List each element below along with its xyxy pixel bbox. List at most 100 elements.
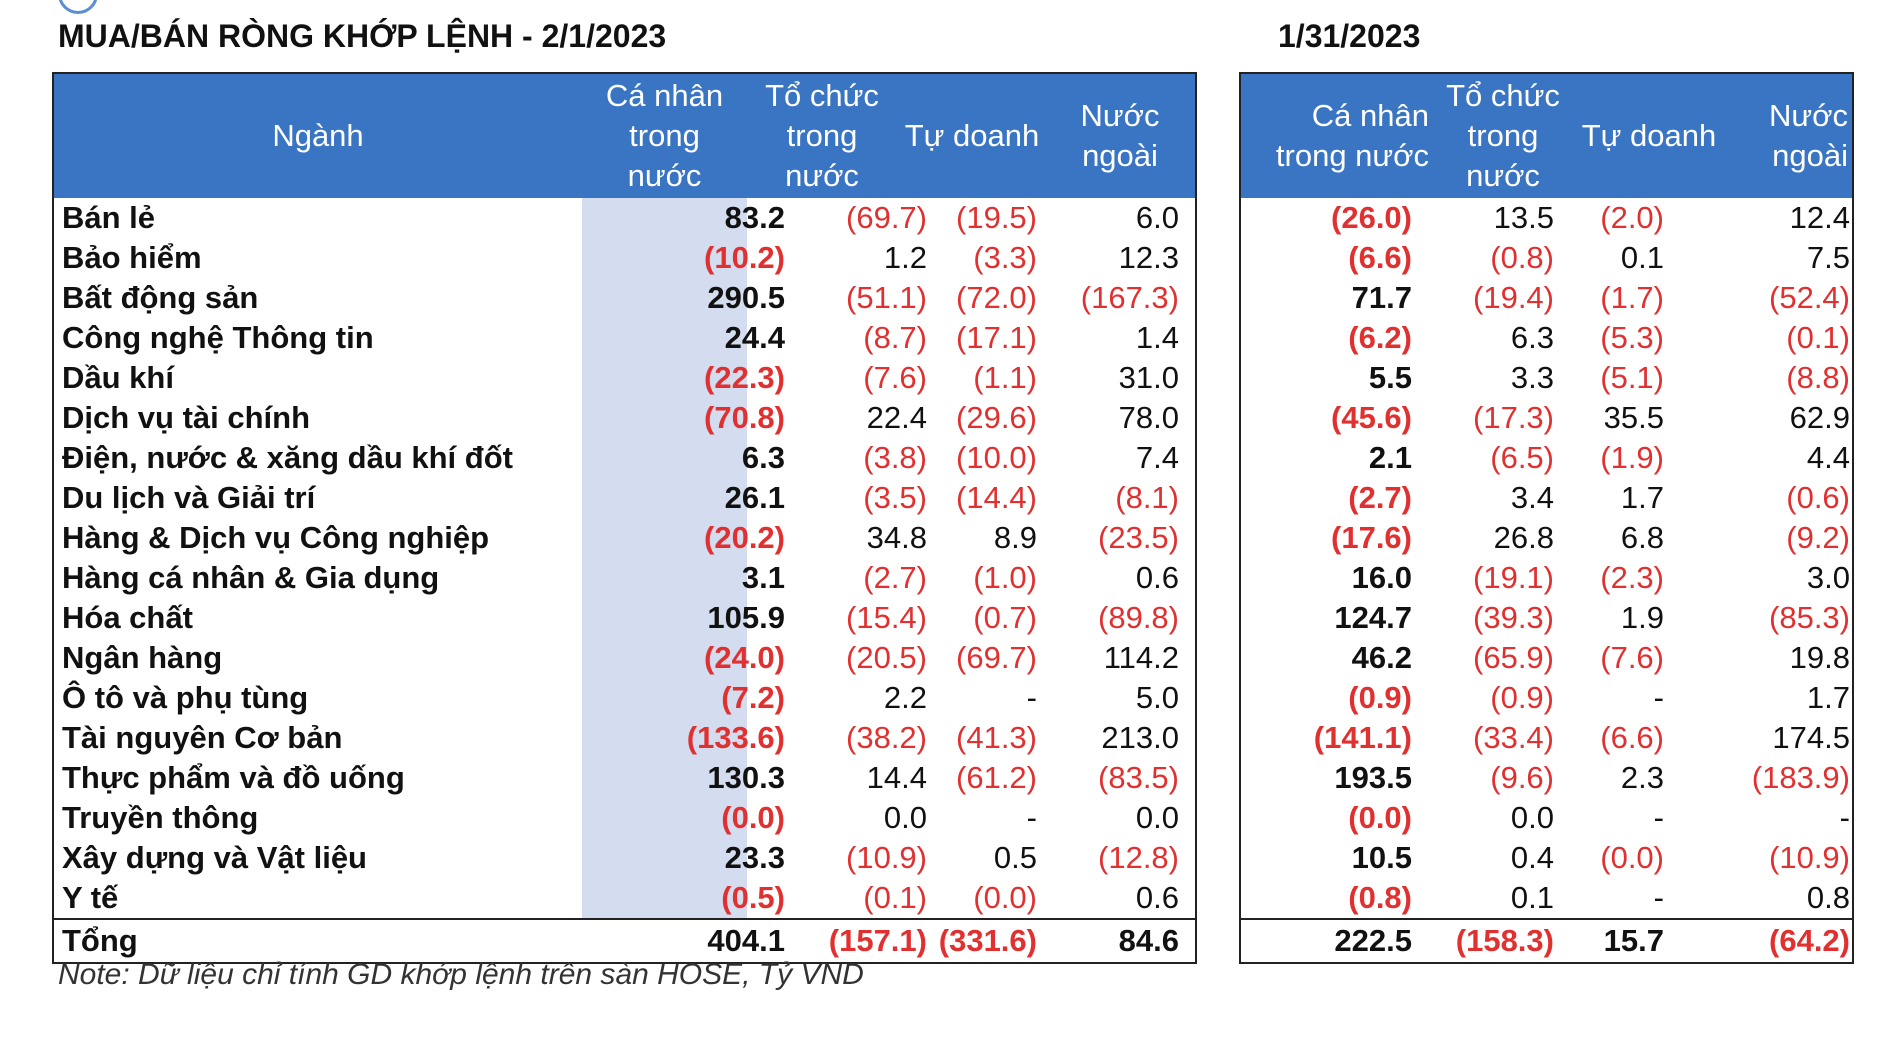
table-cell: (19.5) — [956, 200, 1037, 235]
table-cell: (45.6) — [1331, 400, 1412, 435]
table-row: Bất động sản 290.5 (51.1) (72.0) (167.3) — [54, 278, 1195, 318]
table-cell: 0.6 — [1135, 560, 1179, 595]
sector-name: Truyền thông — [62, 800, 259, 835]
table-cell: (8.1) — [1115, 480, 1179, 515]
table-cell: (0.8) — [1490, 240, 1554, 275]
table-cell: 6.3 — [741, 440, 785, 475]
table-cell: - — [1026, 800, 1037, 835]
table-cell: 12.3 — [1118, 240, 1179, 275]
title-right: 1/31/2023 — [1278, 18, 1421, 54]
table-cell: 6.3 — [1510, 320, 1554, 355]
table-cell: (26.0) — [1331, 200, 1412, 235]
table-cell: 78.0 — [1118, 400, 1179, 435]
table-cell: 26.1 — [724, 480, 785, 515]
total-row: 222.5 (158.3) 15.7 (64.2) — [1241, 918, 1852, 962]
table-cell: (20.2) — [704, 520, 785, 555]
table-body: (26.0) 13.5 (2.0) 12.4 (6.6) (0.8) 0.1 7.5 71.7(… — [1241, 198, 1852, 918]
table-cell: 7.4 — [1135, 440, 1179, 475]
table-cell: 213.0 — [1101, 720, 1179, 755]
sector-name: Công nghệ Thông tin — [62, 320, 374, 355]
table-cell: (2.7) — [1348, 480, 1412, 515]
table-row: (0.9) (0.9) - 1.7 — [1241, 678, 1852, 718]
table-cell: 114.2 — [1103, 640, 1179, 675]
table-cell: (6.6) — [1348, 240, 1412, 275]
table-cell: (0.0) — [1348, 800, 1412, 835]
table-row: Bán lẻ 83.2 (69.7) (19.5) 6.0 — [54, 198, 1195, 238]
sector-name: Du lịch và Giải trí — [62, 480, 316, 515]
table-cell: 0.0 — [883, 800, 927, 835]
table-cell: (69.7) — [956, 640, 1037, 675]
table-row: Bảo hiểm (10.2) 1.2 (3.3) 12.3 — [54, 238, 1195, 278]
table-cell: (183.9) — [1751, 760, 1850, 795]
sector-name: Tài nguyên Cơ bản — [62, 720, 343, 755]
total-cell: (64.2) — [1769, 923, 1850, 958]
table-cell: - — [1653, 680, 1664, 715]
table-cell: (7.6) — [863, 360, 927, 395]
sector-name: Bất động sản — [62, 280, 259, 315]
table-cell: (89.8) — [1098, 600, 1179, 635]
table-cell: 3.1 — [741, 560, 785, 595]
table-cell: (0.5) — [721, 880, 785, 915]
table-cell: 19.8 — [1789, 640, 1850, 675]
table-cell: 0.1 — [1510, 880, 1554, 915]
table-cell: 1.7 — [1806, 680, 1850, 715]
total-label: Tổng — [62, 923, 138, 958]
table-cell: - — [1026, 680, 1037, 715]
table-row: Ngân hàng (24.0) (20.5) (69.7) 114.2 — [54, 638, 1195, 678]
table-cell: 6.8 — [1620, 520, 1664, 555]
table-row: (45.6) (17.3) 35.5 62.9 — [1241, 398, 1852, 438]
table-cell: 46.2 — [1351, 640, 1412, 675]
table-cell: (70.8) — [704, 400, 785, 435]
table-header: Cá nhân trong nước Tổ chức trong nước Tự… — [1241, 74, 1852, 198]
table-cell: 12.4 — [1789, 200, 1850, 235]
table-cell: (1.7) — [1600, 280, 1664, 315]
table-cell: (72.0) — [956, 280, 1037, 315]
sector-name: Ngân hàng — [62, 640, 223, 675]
table-cell: 2.2 — [883, 680, 927, 715]
table-cell: (7.6) — [1600, 640, 1664, 675]
table-cell: (52.4) — [1769, 280, 1850, 315]
header-institution: Tổ chức trong nước — [765, 78, 879, 193]
header-proprietary: Tự doanh — [904, 118, 1040, 153]
table-cell: 13.5 — [1493, 200, 1554, 235]
table-cell: 22.4 — [866, 400, 927, 435]
table-row: (17.6) 26.8 6.8 (9.2) — [1241, 518, 1852, 558]
table-row: (2.7) 3.4 1.7 (0.6) — [1241, 478, 1852, 518]
sector-name: Dịch vụ tài chính — [62, 400, 311, 435]
table-cell: (3.5) — [863, 480, 927, 515]
table-cell: (51.1) — [846, 280, 927, 315]
table-row: 2.1 (6.5) (1.9) 4.4 — [1241, 438, 1852, 478]
table-row: Dầu khí (22.3) (7.6) (1.1) 31.0 — [54, 358, 1195, 398]
table-cell: (24.0) — [704, 640, 785, 675]
sector-name: Thực phẩm và đồ uống — [62, 760, 405, 795]
total-cell: (157.1) — [828, 923, 927, 958]
table-cell: (33.4) — [1473, 720, 1554, 755]
table-row: Điện, nước & xăng dầu khí đốt 6.3 (3.8) (10… — [54, 438, 1195, 478]
table-cell: 0.6 — [1135, 880, 1179, 915]
table-cell: 0.0 — [1510, 800, 1554, 835]
table-cell: (7.2) — [721, 680, 785, 715]
table-cell: (1.0) — [973, 560, 1037, 595]
table-row: 10.5 0.4 (0.0) (10.9) — [1241, 838, 1852, 878]
table-cell: 16.0 — [1351, 560, 1412, 595]
table-cell: 62.9 — [1789, 400, 1850, 435]
table-cell: (2.7) — [863, 560, 927, 595]
table-cell: 290.5 — [707, 280, 785, 315]
header-proprietary: Tự doanh — [1581, 118, 1717, 153]
table-cell: (0.7) — [973, 600, 1037, 635]
sector-name: Điện, nước & xăng dầu khí đốt — [62, 440, 513, 475]
table-cell: - — [1839, 800, 1850, 835]
table-cell: - — [1653, 800, 1664, 835]
logo-icon — [58, 0, 98, 14]
table-cell: (3.3) — [973, 240, 1037, 275]
table-cell: 193.5 — [1334, 760, 1412, 795]
table-cell: 5.5 — [1368, 360, 1412, 395]
table-cell: (17.6) — [1331, 520, 1412, 555]
table-cell: 26.8 — [1493, 520, 1554, 555]
table-cell: (6.2) — [1348, 320, 1412, 355]
table-row: (26.0) 13.5 (2.0) 12.4 — [1241, 198, 1852, 238]
table-cell: (167.3) — [1080, 280, 1179, 315]
table-cell: (15.4) — [846, 600, 927, 635]
table-cell: (6.6) — [1600, 720, 1664, 755]
table-cell: 0.8 — [1806, 880, 1850, 915]
